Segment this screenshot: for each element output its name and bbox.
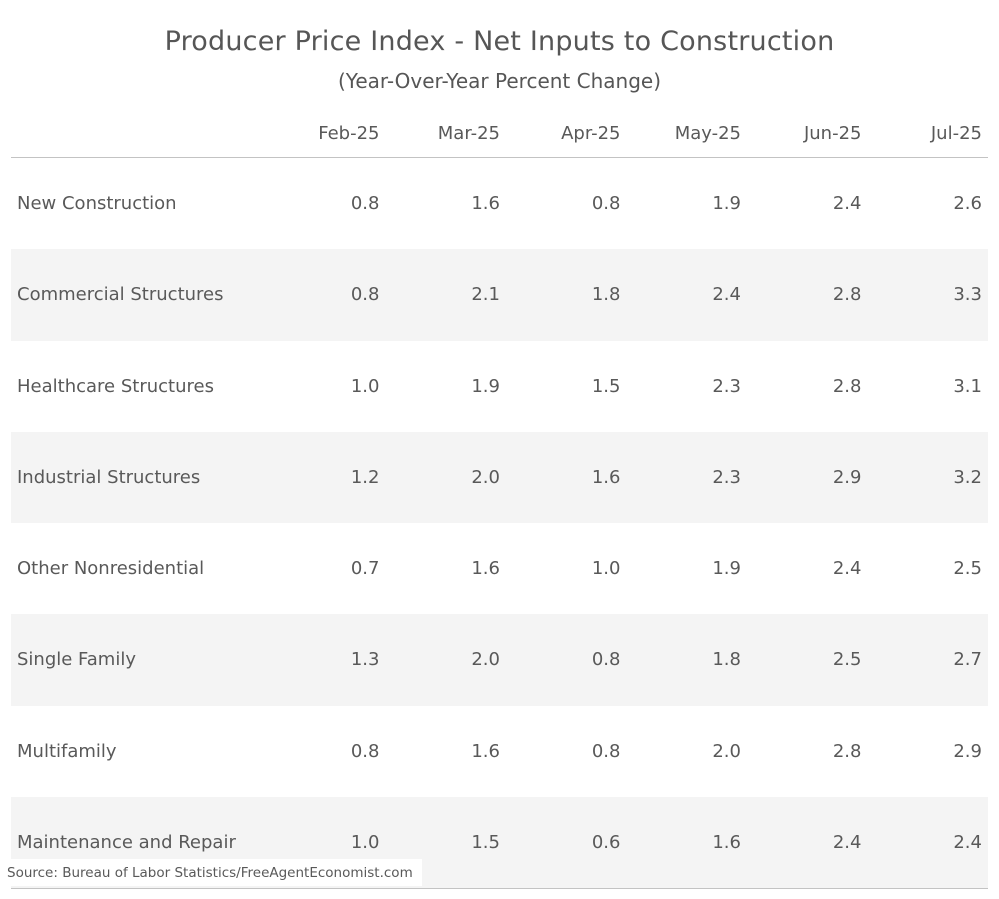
table-cell: 1.5 (591, 375, 621, 397)
table-row-healthcare-structures: Healthcare Structures 1.0 1.9 1.5 2.3 2.… (11, 341, 988, 432)
column-header-apr-25: Apr-25 (506, 109, 627, 158)
page-subtitle: (Year-Over-Year Percent Change) (338, 69, 661, 93)
table-cell: 2.4 (712, 284, 741, 306)
ppi-data-table: Feb-25 Mar-25 Apr-25 May-25 Jun-25 Jul-2… (11, 109, 988, 889)
table-cell: 2.4 (832, 193, 862, 215)
table-cell: 0.8 (350, 740, 380, 762)
table-cell: 1.9 (712, 193, 741, 215)
table-cell: 0.8 (591, 740, 621, 762)
table-cell: 1.6 (471, 740, 500, 762)
table-cell: 2.0 (471, 466, 500, 488)
page-title: Producer Price Index - Net Inputs to Con… (164, 26, 835, 57)
table-cell: 1.8 (591, 284, 621, 306)
row-label: Industrial Structures (17, 466, 201, 488)
row-label: Single Family (17, 649, 136, 671)
corner-cell (11, 109, 265, 158)
table-cell: 2.8 (832, 375, 862, 397)
table-cell: 2.3 (712, 466, 741, 488)
table-cell: 1.8 (712, 649, 741, 671)
table-cell: 2.4 (867, 796, 988, 889)
row-label: New Construction (17, 193, 177, 215)
table-cell: 1.3 (350, 649, 380, 671)
table-row-other-nonresidential: Other Nonresidential 0.7 1.6 1.0 1.9 2.4… (11, 523, 988, 614)
table-cell: 2.6 (953, 193, 982, 215)
table-cell: 0.7 (350, 558, 380, 580)
table-cell: 2.5 (953, 558, 982, 580)
table-cell: 1.5 (385, 796, 506, 889)
source-attribution: Source: Bureau of Labor Statistics/FreeA… (2, 859, 422, 886)
table-cell: 2.9 (953, 740, 982, 762)
table-row-commercial-structures: Commercial Structures 0.8 2.1 1.8 2.4 2.… (11, 249, 988, 341)
table-cell: 3.3 (953, 284, 982, 306)
row-label: Multifamily (17, 740, 117, 762)
table-cell: 2.8 (832, 284, 862, 306)
table-cell: 0.8 (591, 193, 621, 215)
table-cell: 3.2 (953, 466, 982, 488)
table-cell: 2.4 (832, 558, 862, 580)
table-row-single-family: Single Family 1.3 2.0 0.8 1.8 2.5 2.7 (11, 614, 988, 706)
table-header: Feb-25 Mar-25 Apr-25 May-25 Jun-25 Jul-2… (11, 109, 988, 158)
table-cell: 1.9 (471, 375, 500, 397)
table-row-new-construction: New Construction 0.8 1.6 0.8 1.9 2.4 2.6 (11, 158, 988, 250)
column-header-feb-25: Feb-25 (265, 109, 386, 158)
row-label: Healthcare Structures (17, 375, 214, 397)
table-cell: 2.9 (832, 466, 862, 488)
table-cell: 1.0 (350, 375, 380, 397)
table-cell: 1.9 (712, 558, 741, 580)
table-cell: 1.6 (626, 796, 747, 889)
table-cell: 0.8 (591, 649, 621, 671)
table-header-row: Feb-25 Mar-25 Apr-25 May-25 Jun-25 Jul-2… (11, 109, 988, 158)
table-cell: 2.0 (471, 649, 500, 671)
column-header-jun-25: Jun-25 (747, 109, 868, 158)
table-cell: 0.6 (506, 796, 627, 889)
table-row-industrial-structures: Industrial Structures 1.2 2.0 1.6 2.3 2.… (11, 431, 988, 523)
row-label: Other Nonresidential (17, 558, 205, 580)
table-cell: 2.4 (747, 796, 868, 889)
column-header-mar-25: Mar-25 (385, 109, 506, 158)
table-cell: 1.6 (471, 193, 500, 215)
table-cell: 2.3 (712, 375, 741, 397)
table-body: New Construction 0.8 1.6 0.8 1.9 2.4 2.6… (11, 158, 988, 889)
table-cell: 2.5 (832, 649, 862, 671)
table-cell: 1.0 (591, 558, 621, 580)
table-row-multifamily: Multifamily 0.8 1.6 0.8 2.0 2.8 2.9 (11, 706, 988, 797)
column-header-jul-25: Jul-25 (867, 109, 988, 158)
column-header-may-25: May-25 (626, 109, 747, 158)
table-cell: 2.0 (712, 740, 741, 762)
table-cell: 0.8 (350, 284, 380, 306)
table-cell: 2.1 (471, 284, 500, 306)
table-cell: 0.8 (350, 193, 380, 215)
table-cell: 1.6 (591, 466, 621, 488)
table-cell: 1.6 (471, 558, 500, 580)
row-label: Commercial Structures (17, 284, 224, 306)
table-cell: 2.7 (953, 649, 982, 671)
table-cell: 1.2 (350, 466, 380, 488)
table-cell: 3.1 (953, 375, 982, 397)
table-cell: 2.8 (832, 740, 862, 762)
